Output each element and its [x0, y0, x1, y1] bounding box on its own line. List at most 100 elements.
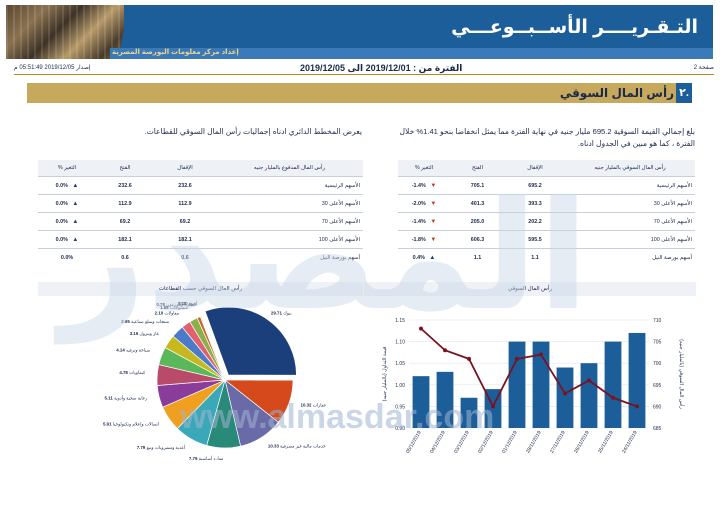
- y-tick-left: 0.90: [395, 426, 405, 432]
- table-row: -1.4% ▼ 705.1 695.2 الأسهم الرئيسية: [398, 176, 695, 195]
- slice-value: 7.79: [189, 456, 199, 460]
- line-point: [611, 395, 615, 400]
- change-value: 0.4%: [412, 254, 425, 261]
- table-row: 0.0% ▲ 182.1 182.1 الأسهم الأعلى 100: [38, 230, 363, 249]
- table-row: 0.4% ▲ 1.1 1.1 أسهم بورصة النيل: [398, 249, 695, 267]
- slice-name: غاز وبترول: [140, 331, 160, 336]
- open-value: 232.6: [118, 182, 132, 189]
- sector-pie-chart: 29.71 بنوك 10.32 عقارات 10.33 خدمات مالية …: [103, 300, 327, 460]
- change-value: 0.0%: [55, 218, 68, 225]
- down-arrow-icon: ▼: [430, 218, 437, 225]
- slice-value: 2.10: [155, 310, 165, 315]
- slice-value: 29.71: [271, 310, 283, 315]
- up-arrow-icon: ▲: [72, 218, 79, 225]
- x-tick: 02/12/2019: [477, 430, 495, 455]
- slice-name: مقاولات: [164, 310, 179, 315]
- slice-value: 0.12: [178, 301, 188, 306]
- slice-label: 7.79 أغذية ومشروبات وتبغ: [137, 444, 185, 450]
- y-tick-right: 695: [653, 383, 662, 389]
- close-value: 112.9: [178, 200, 192, 207]
- report-period: الفترة من : 2019/12/01 الى 2019/12/05: [300, 63, 463, 73]
- col-close: الإقفال: [505, 160, 565, 177]
- bar: [628, 332, 646, 428]
- sector-chart-note: يعرض المخطط الدائري ادناه إجماليات رأس ا…: [144, 127, 362, 136]
- slice-label: 3.16 غاز وبترول: [130, 331, 160, 336]
- table-row: -2.0% ▼ 401.3 393.3 الأسهم الأعلى 30: [398, 194, 695, 213]
- series-line: [420, 327, 638, 409]
- header-subtitle-strip: [110, 48, 713, 59]
- market-cap-table: % التغير الفتح الإقفال رأس المال السوقي …: [398, 160, 695, 266]
- slice-label: 10.32 عقارات: [301, 402, 327, 407]
- open-value: 401.3: [470, 200, 485, 207]
- market-cap-chart: 0.90 0.95 1.00 1.05 1.10 1.15 685 690 695 700 705 7…: [382, 318, 685, 455]
- slice-name: كيماويات: [129, 370, 146, 375]
- bar: [556, 367, 574, 428]
- col-name: رأس المال السوقي بالمليار جنيه: [565, 160, 695, 177]
- slice-label: 4.14 سياحة وترفيه: [116, 348, 150, 353]
- close-value: 393.3: [528, 200, 542, 207]
- slice-value: 10.33: [268, 444, 280, 449]
- row-label: الأسهم الأعلى 70: [321, 218, 360, 225]
- x-tick: 05/12/2019: [405, 430, 423, 455]
- line-point: [587, 378, 591, 383]
- section-number: ٢.: [676, 83, 692, 103]
- x-tick: 26/11/2019: [573, 430, 591, 455]
- change-value: -1.8%: [411, 236, 426, 243]
- slice-label: 29.71 بنوك: [271, 310, 292, 315]
- slice-name: تجارة وموزعون: [166, 302, 195, 307]
- slice-value: 0.20: [179, 301, 189, 306]
- slice-value: 1.88: [160, 305, 170, 310]
- y-axis-title-left: قيمة التداول (بالمليار جنيه): [382, 346, 388, 401]
- slice-name: منسوجات: [170, 305, 188, 310]
- close-value: 202.2: [528, 218, 542, 225]
- slice-value: 3.16: [130, 331, 140, 336]
- slice-name: خدمات مالية غير مصرفية: [280, 444, 326, 449]
- y-tick-right: 705: [653, 340, 662, 346]
- bar: [460, 397, 478, 428]
- down-arrow-icon: ▼: [430, 236, 437, 243]
- change-value: 0.0%: [55, 182, 68, 189]
- slice-label: 5.91 اتصالات وإعلام وتكنولوجيا: [103, 421, 159, 427]
- y-tick-right: 700: [653, 361, 662, 367]
- table-row: -1.8% ▼ 606.3 595.5 الأسهم الأعلى 100: [398, 230, 695, 249]
- slice-value: 5.11: [105, 396, 115, 401]
- slice-value: 2.95: [121, 319, 131, 324]
- slice-name: بنوك: [283, 310, 291, 315]
- y-tick-left: 1.10: [395, 340, 405, 346]
- change-value: 0.0%: [55, 236, 68, 243]
- y-axis-title-right: رأس المال السوقي (بالمليار جنيه): [678, 339, 685, 409]
- x-tick: 27/11/2019: [549, 430, 567, 455]
- col-open: الفتح: [96, 160, 154, 177]
- slice-name: عقارات: [313, 402, 327, 407]
- x-tick: 24/11/2019: [621, 430, 639, 455]
- y-tick-right: 685: [653, 426, 662, 432]
- change-value: -1.4%: [411, 182, 426, 189]
- row-label: الأسهم الأعلى 70: [653, 218, 692, 225]
- x-tick: 01/12/2019: [501, 430, 519, 455]
- table-row: 0.0% ▲ 112.9 112.9 الأسهم الأعلى 30: [38, 194, 363, 213]
- down-arrow-icon: ▼: [430, 182, 437, 189]
- row-label: أسهم بورصة النيل: [320, 254, 360, 261]
- divider: [14, 74, 714, 75]
- y-tick-right: 710: [653, 318, 662, 324]
- open-value: 705.1: [470, 182, 485, 189]
- slice-label: 0.12 أخرى: [178, 300, 198, 306]
- line-point: [467, 356, 471, 361]
- slice-value: 10.32: [301, 402, 313, 407]
- report-subtitle: إعداد مركز معلومات البورصة المصرية: [112, 49, 239, 56]
- change-value: 0.0%: [60, 254, 74, 261]
- close-value: 182.1: [178, 236, 192, 243]
- col-change: % التغير: [38, 160, 96, 177]
- x-tick: 04/12/2019: [429, 430, 447, 455]
- market-cap-summary: بلغ إجمالي القيمة السوقية 695.2 مليار جن…: [399, 127, 695, 148]
- slice-label: 2.10 مقاولات: [155, 310, 179, 315]
- sector-chart-caption: رأس المال السوقي حسب القطاعات: [38, 282, 363, 296]
- table-row: 0.0% ▲ 232.6 232.6 الأسهم الرئيسية: [38, 176, 363, 195]
- col-open: الفتح: [450, 160, 505, 177]
- line-point: [635, 404, 639, 409]
- page-number: صفحة 2: [693, 65, 714, 71]
- table-row: -1.4% ▼ 205.0 202.2 الأسهم الأعلى 70: [398, 212, 695, 231]
- close-value: 232.6: [178, 182, 192, 189]
- slice-value: 0.78: [156, 302, 166, 307]
- bar: [532, 341, 550, 428]
